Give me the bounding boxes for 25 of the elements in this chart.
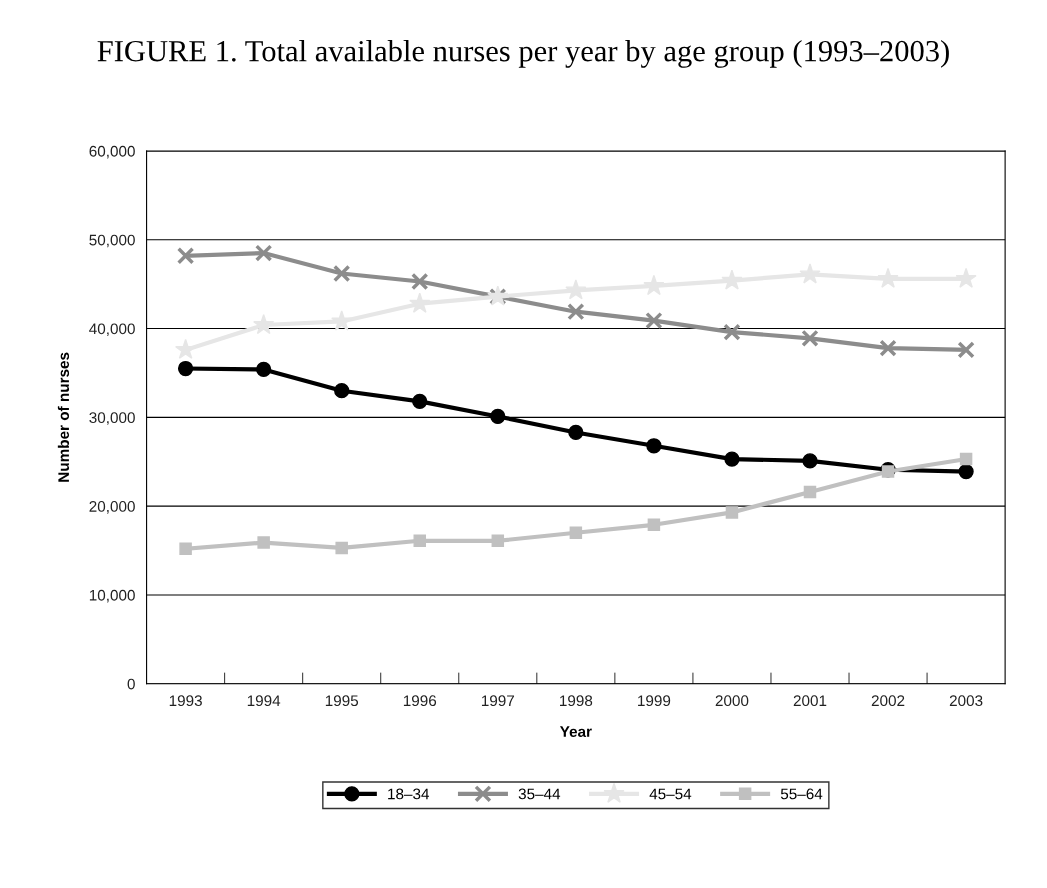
y-tick-label: 10,000 [89, 589, 135, 603]
x-tick-label: 1998 [560, 695, 593, 707]
legend-label: 45–54 [649, 788, 692, 800]
x-tick-label: 1996 [403, 695, 437, 707]
chart-title: FIGURE 1. Total available nurses per year by age group (1993–2003) [97, 39, 949, 68]
legend-label: 18–34 [388, 788, 430, 800]
x-tick-label: 2001 [793, 695, 827, 707]
y-tick-label: 60,000 [89, 145, 135, 159]
x-tick-label: 2003 [949, 695, 983, 707]
legend-label: 55–64 [780, 788, 823, 800]
x-tick-label: 1999 [638, 695, 671, 707]
y-tick-label: 50,000 [89, 234, 135, 248]
x-axis-title: Year [559, 726, 592, 737]
y-tick-label: 20,000 [89, 501, 135, 514]
x-tick-label: 2000 [715, 695, 749, 707]
y-tick-label: 0 [127, 678, 135, 690]
legend-label: 35–44 [518, 788, 561, 800]
y-axis-title: Number of nurses [57, 352, 70, 482]
y-tick-label: 30,000 [89, 412, 135, 425]
x-tick-label: 1995 [325, 695, 359, 707]
x-tick-label: 1993 [169, 695, 202, 707]
x-tick-label: 1994 [247, 695, 281, 707]
y-tick-label: 40,000 [89, 323, 135, 337]
x-tick-label: 1997 [481, 695, 515, 707]
x-tick-label: 2002 [871, 695, 905, 707]
